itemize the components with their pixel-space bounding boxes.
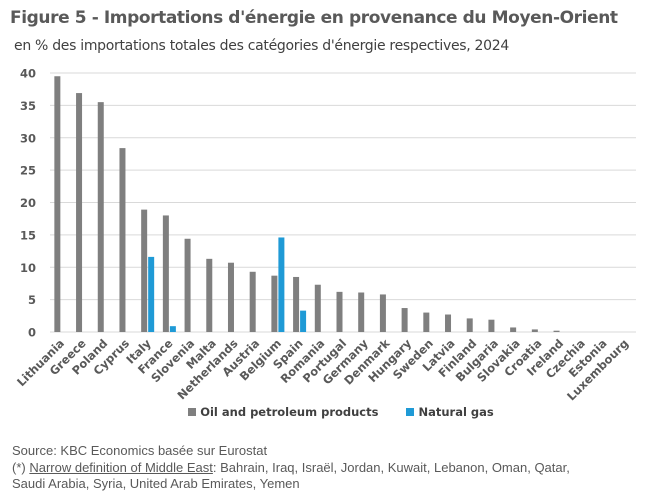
legend-label-gas: Natural gas: [418, 405, 494, 419]
y-tick-label: 40: [20, 67, 36, 81]
bar-oil-ireland: [553, 330, 560, 332]
bar-oil-greece: [76, 93, 83, 332]
note-countries: : Bahrain, Iraq, Israël, Jordan, Kuwait,…: [212, 459, 570, 475]
bar-gas-france: [169, 326, 176, 332]
bar-oil-spain: [293, 276, 300, 332]
y-tick-label: 25: [20, 164, 36, 178]
legend-swatch-gas: [406, 408, 415, 416]
chart-subtitle: en % des importations totales des catégo…: [14, 38, 509, 54]
y-tick-label: 0: [28, 326, 36, 340]
definition-line: (*) Narrow definition of Middle East: Ba…: [12, 460, 570, 477]
source-line: Source: KBC Economics basée sur Eurostat: [12, 443, 268, 458]
bar-gas-belgium: [278, 237, 285, 332]
bar-gas-italy: [148, 256, 155, 332]
bar-oil-romania: [314, 284, 321, 332]
bar-oil-portugal: [336, 291, 343, 332]
definition-link[interactable]: Narrow definition of Middle East: [29, 459, 213, 475]
legend-label-oil: Oil and petroleum products: [200, 405, 379, 419]
source-note: Source: KBC Economics basée sur Eurostat…: [12, 443, 570, 493]
definition-line-2: Saudi Arabia, Syria, United Arab Emirate…: [12, 476, 300, 491]
chart-title: Figure 5 - Importations d'énergie en pro…: [10, 8, 618, 28]
y-tick-label: 20: [20, 196, 36, 210]
legend: Oil and petroleum products Natural gas: [0, 405, 652, 419]
bar-oil-slovenia: [184, 238, 191, 332]
bar-oil-malta: [206, 258, 213, 332]
bar-chart: 0 5 10 15 20 25 30 35 40 LithuaniaGreecePolandCy…: [14, 67, 636, 403]
x-axis: LithuaniaGreecePolandCyprusItalyFranceSl…: [14, 336, 631, 403]
bar-oil-austria: [249, 271, 256, 332]
bar-oil-poland: [97, 102, 104, 332]
y-tick-label: 30: [20, 131, 36, 145]
bar-oil-belgium: [271, 275, 278, 332]
y-tick-label: 15: [20, 228, 36, 242]
bar-oil-denmark: [379, 294, 386, 332]
legend-item-oil: Oil and petroleum products: [188, 405, 378, 419]
bar-oil-sweden: [423, 312, 430, 332]
bar-oil-croatia: [531, 329, 538, 332]
gridlines: [50, 72, 636, 333]
bar-oil-finland: [466, 318, 473, 332]
bar-oil-italy: [141, 209, 148, 332]
bar-oil-lithuania: [54, 76, 61, 332]
bar-oil-netherlands: [227, 262, 234, 332]
bar-oil-hungary: [401, 308, 408, 332]
y-tick-label: 10: [20, 261, 36, 275]
bar-oil-germany: [358, 292, 365, 332]
bar-oil-france: [162, 215, 169, 332]
y-tick-label: 5: [28, 293, 36, 307]
y-axis: 0 5 10 15 20 25 30 35 40: [20, 67, 36, 340]
bar-gas-spain: [300, 310, 307, 332]
note-prefix: (*): [12, 459, 30, 475]
legend-item-gas: Natural gas: [406, 405, 494, 419]
bar-oil-latvia: [445, 314, 452, 332]
bar-oil-slovakia: [510, 327, 517, 332]
y-tick-label: 35: [20, 99, 36, 113]
bar-oil-cyprus: [119, 148, 126, 332]
legend-swatch-oil: [188, 408, 197, 416]
bar-oil-bulgaria: [488, 319, 495, 332]
bars: [54, 76, 560, 332]
